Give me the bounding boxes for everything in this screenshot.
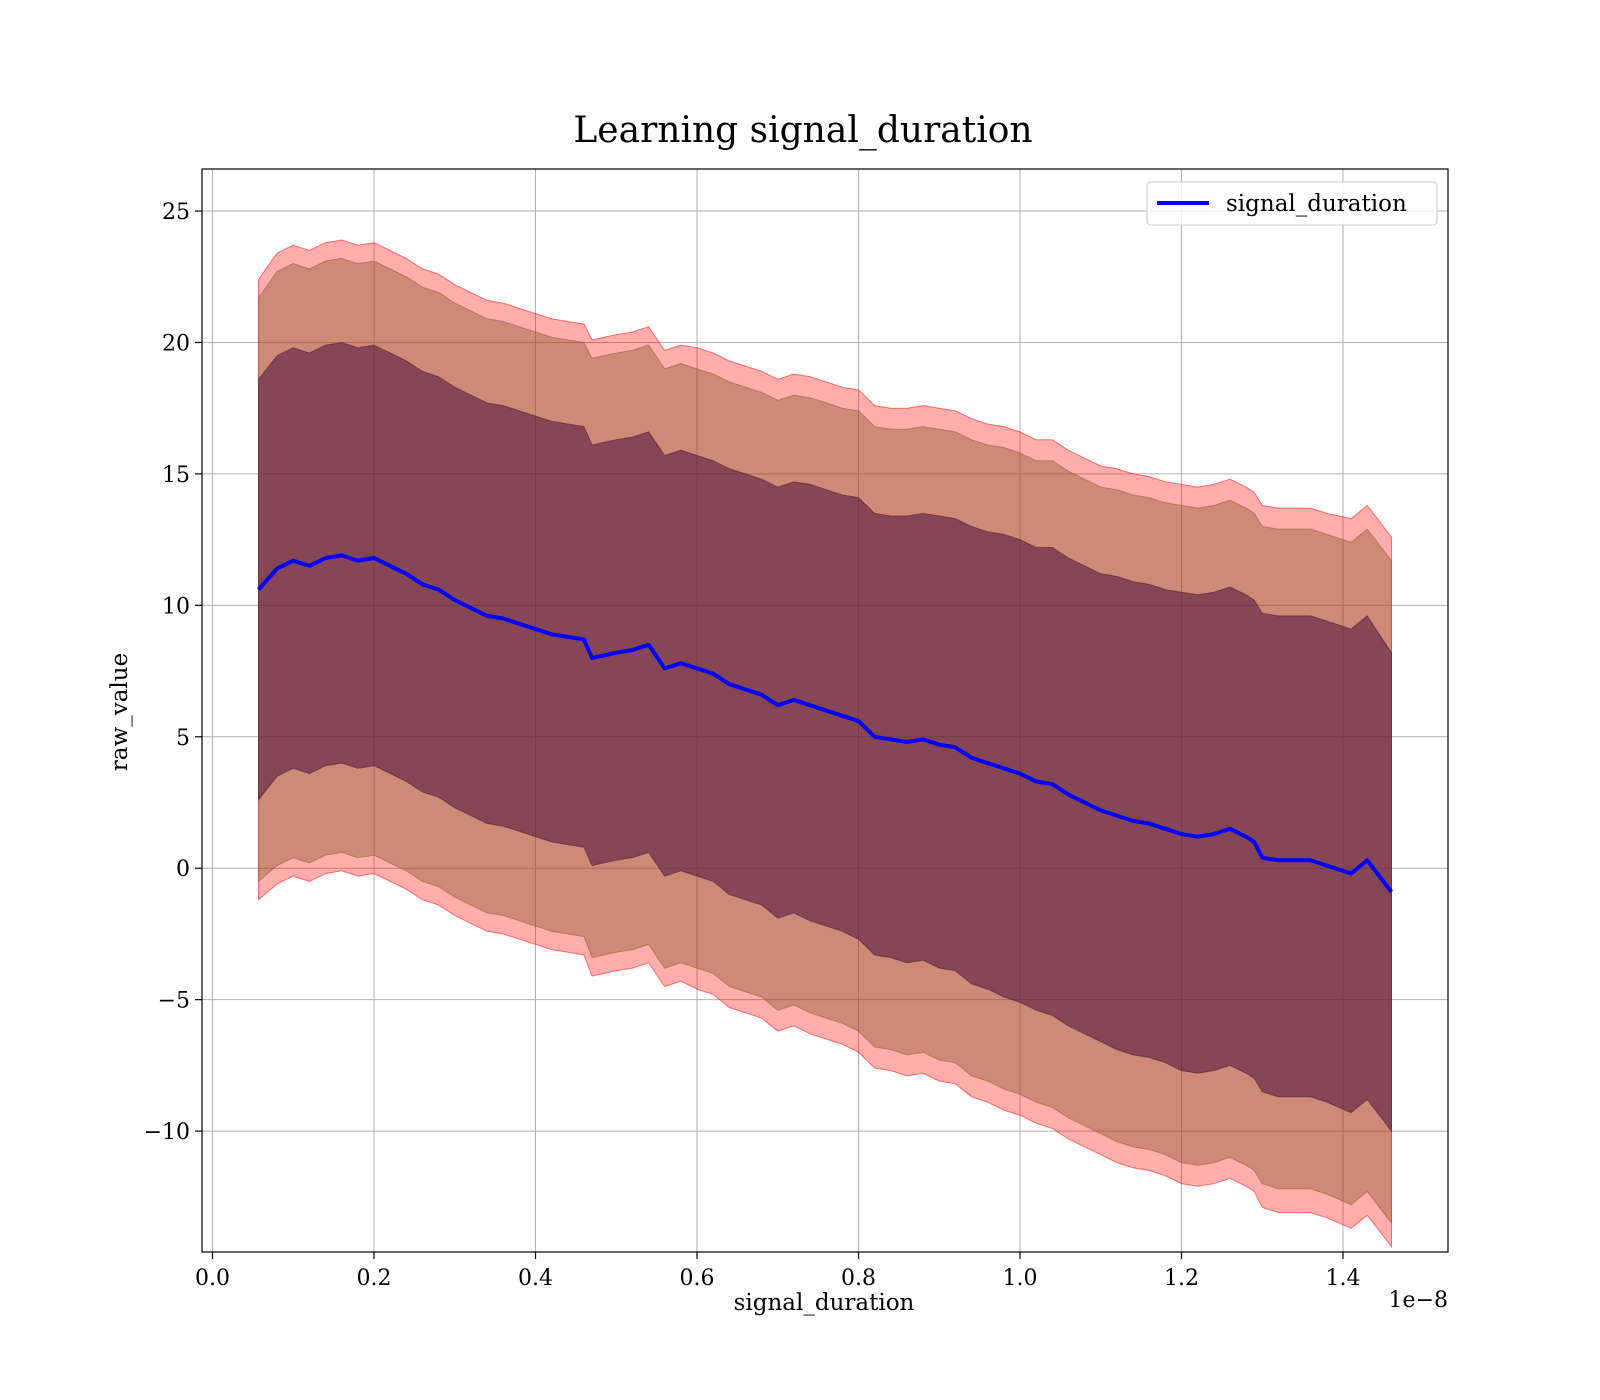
series-layer [257,553,1394,894]
y-tick-label-6: −5 [158,989,190,1014]
x-tick-label-5: 1.0 [1003,1266,1038,1291]
x-axis-offset-label: 1e−8 [1389,1288,1448,1313]
y-tick-label-4: 5 [176,726,190,751]
y-tick-label-7: −10 [144,1120,190,1145]
legend-box [1146,181,1438,226]
y-tick-label-1: 20 [162,331,190,356]
x-axis-ticks: 0.0 0.2 0.4 0.6 0.8 1.0 1.2 1.4 [195,1252,1361,1291]
x-tick-label-6: 1.2 [1164,1266,1199,1291]
x-tick-label-1: 0.2 [357,1266,392,1291]
y-tick-label-5: 0 [176,857,190,882]
legend: signal_duration [1146,181,1438,226]
x-tick-label-3: 0.6 [680,1266,715,1291]
y-tick-label-0: 25 [162,200,190,225]
plot-frame [201,168,1449,1253]
x-tick-label-0: 0.0 [195,1266,230,1291]
chart-title: Learning signal_duration [573,110,1032,151]
y-axis-ticks: 25 20 15 10 5 0 −5 −10 [144,200,202,1145]
legend-label-signal-duration: signal_duration [1226,191,1407,217]
y-tick-label-3: 10 [162,594,190,619]
confidence-bands [258,239,1392,1249]
y-axis-label: raw_value [107,653,133,771]
x-axis-label: signal_duration [734,1290,915,1316]
band-inner [258,341,1392,1133]
y-tick-label-2: 15 [162,463,190,488]
series-line-0 [257,553,1394,894]
x-tick-label-4: 0.8 [841,1266,876,1291]
x-tick-label-2: 0.4 [518,1266,553,1291]
x-tick-label-7: 1.4 [1326,1266,1361,1291]
